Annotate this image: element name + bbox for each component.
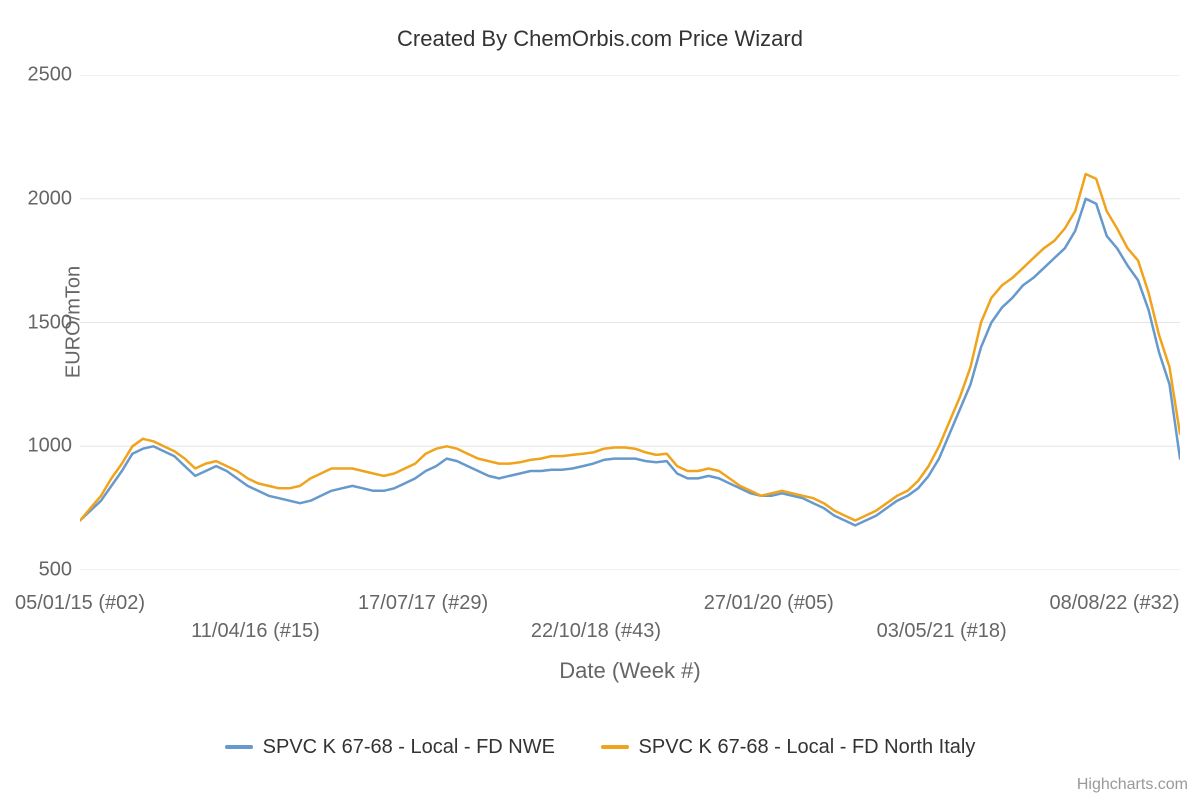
x-tick-label: 17/07/17 (#29) <box>358 592 488 615</box>
legend-label-0: SPVC K 67-68 - Local - FD NWE <box>263 736 555 759</box>
x-tick-label: 11/04/16 (#15) <box>191 620 320 643</box>
y-tick-label: 500 <box>12 559 72 582</box>
y-tick-label: 1500 <box>12 311 72 334</box>
y-tick-label: 2000 <box>12 187 72 210</box>
y-tick-label: 2500 <box>12 64 72 87</box>
legend-swatch-0 <box>225 745 253 749</box>
y-tick-label: 1000 <box>12 435 72 458</box>
credits[interactable]: Highcharts.com <box>1077 776 1188 794</box>
x-axis-title: Date (Week #) <box>80 658 1180 684</box>
legend: SPVC K 67-68 - Local - FD NWE SPVC K 67-… <box>0 732 1200 759</box>
chart-title: Created By ChemOrbis.com Price Wizard <box>0 26 1200 52</box>
x-tick-label: 22/10/18 (#43) <box>531 620 661 643</box>
legend-item-1[interactable]: SPVC K 67-68 - Local - FD North Italy <box>601 736 976 759</box>
legend-item-0[interactable]: SPVC K 67-68 - Local - FD NWE <box>225 736 555 759</box>
price-chart: Created By ChemOrbis.com Price Wizard EU… <box>0 0 1200 800</box>
plot-svg <box>80 75 1180 570</box>
x-tick-label: 05/01/15 (#02) <box>15 592 145 615</box>
legend-swatch-1 <box>601 745 629 749</box>
x-tick-label: 08/08/22 (#32) <box>1049 592 1179 615</box>
legend-label-1: SPVC K 67-68 - Local - FD North Italy <box>639 736 976 759</box>
plot-area <box>80 75 1180 570</box>
x-tick-label: 27/01/20 (#05) <box>704 592 834 615</box>
x-tick-label: 03/05/21 (#18) <box>877 620 1007 643</box>
series-line-1[interactable] <box>80 174 1180 521</box>
